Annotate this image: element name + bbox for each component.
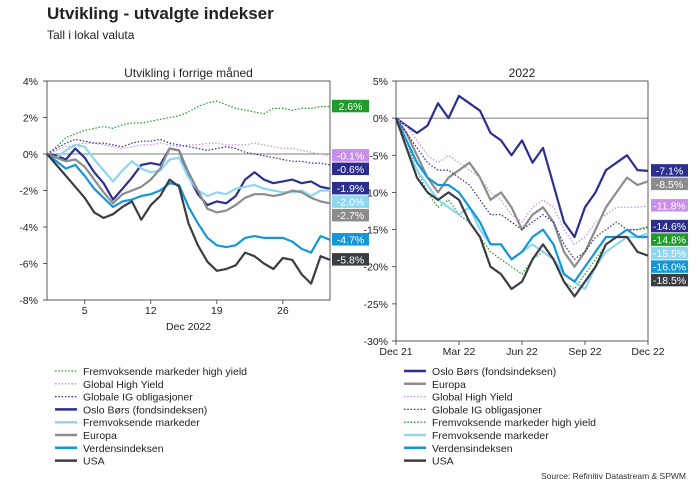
legend-entry-fremvoksende-markeder-high-yield: Fremvoksende markeder high yield bbox=[83, 366, 247, 378]
end-label-box bbox=[332, 253, 369, 266]
end-label-verdensindeksen: -4.7% bbox=[337, 234, 364, 246]
end-label-box bbox=[332, 162, 369, 176]
x-axis-label: Dec 2022 bbox=[166, 321, 211, 333]
y-tick-label: 2% bbox=[23, 113, 38, 125]
end-label-box bbox=[332, 149, 369, 162]
series-line-europa bbox=[46, 147, 331, 214]
legend-entry-oslo-bors-fondsindeksen: Oslo Børs (fondsindeksen) bbox=[83, 404, 207, 416]
page-title: Utvikling - utvalgte indekser bbox=[47, 4, 274, 23]
legend-entry-oslo-bors-fondsindeksen: Oslo Børs (fondsindeksen) bbox=[432, 366, 556, 378]
source-note: Source: Refinitiv Datastream & SPWM bbox=[540, 471, 686, 481]
x-tick-label: Sep 22 bbox=[568, 346, 601, 358]
x-tick-label: Dec 21 bbox=[379, 346, 412, 358]
y-tick-label: -25% bbox=[363, 299, 388, 311]
end-label-box bbox=[651, 233, 688, 246]
y-tick-label: -15% bbox=[363, 225, 388, 237]
series-line-fremvoksende-markeder-high-yield bbox=[395, 117, 649, 290]
legend-entry-global-high-yield: Global High Yield bbox=[432, 392, 513, 404]
end-label-fremvoksende-markeder: -15.5% bbox=[653, 248, 686, 260]
end-label-box bbox=[332, 195, 369, 208]
end-label-global-high-yield: -0.1% bbox=[337, 150, 364, 162]
end-label-global-high-yield: -11.8% bbox=[653, 200, 686, 212]
legend-entry-verdensindeksen: Verdensindeksen bbox=[83, 443, 164, 455]
y-tick-label: 0% bbox=[373, 113, 388, 125]
end-label-box bbox=[651, 273, 688, 287]
end-label-fremvoksende-markeder-high-yield: 2.6% bbox=[339, 101, 363, 113]
legend-entry-europa: Europa bbox=[83, 430, 117, 442]
series-line-fremvoksende-markeder bbox=[46, 143, 330, 198]
series-line-usa bbox=[394, 117, 649, 298]
series-line-usa bbox=[46, 153, 331, 285]
end-label-box bbox=[332, 181, 369, 195]
series-line-fremvoksende-markeder-high-yield bbox=[46, 100, 330, 155]
series-line-oslo-bors-fondsindeksen bbox=[395, 94, 649, 239]
series-line-globale-ig-obligasjoner bbox=[395, 117, 649, 260]
end-label-usa: -18.5% bbox=[653, 275, 686, 287]
page-subtitle: Tall i lokal valuta bbox=[47, 28, 135, 42]
x-tick-label: 5 bbox=[82, 305, 88, 317]
end-label-globale-ig-obligasjoner: -0.6% bbox=[337, 164, 364, 176]
end-label-box bbox=[651, 246, 688, 260]
end-label-usa: -5.8% bbox=[337, 254, 364, 266]
y-tick-label: 4% bbox=[23, 76, 38, 88]
y-tick-label: -2% bbox=[19, 186, 38, 198]
x-tick-label: Jun 22 bbox=[506, 346, 538, 358]
end-label-box bbox=[651, 164, 688, 177]
end-label-box bbox=[332, 208, 369, 222]
end-label-box bbox=[651, 219, 688, 233]
series-line-globale-ig-obligasjoner bbox=[46, 138, 331, 166]
legend-entry-global-high-yield: Global High Yield bbox=[83, 379, 164, 391]
legend-entry-verdensindeksen: Verdensindeksen bbox=[432, 443, 513, 455]
y-tick-label: -10% bbox=[363, 187, 388, 199]
legend-entry-globale-ig-obligasjoner: Globale IG obligasjoner bbox=[432, 404, 542, 416]
end-label-verdensindeksen: -16.0% bbox=[653, 262, 686, 274]
end-label-globale-ig-obligasjoner: -14.6% bbox=[653, 221, 686, 233]
chart-title: Utvikling i forrige måned bbox=[124, 66, 253, 80]
legend-entry-europa: Europa bbox=[432, 379, 466, 391]
legend-entry-fremvoksende-markeder-high-yield: Fremvoksende markeder high yield bbox=[432, 417, 596, 429]
chart-title: 2022 bbox=[509, 66, 536, 80]
x-tick-label: 26 bbox=[277, 305, 289, 317]
x-tick-label: Dec 22 bbox=[631, 346, 664, 358]
end-label-oslo-bors-fondsindeksen: -7.1% bbox=[656, 165, 683, 177]
x-tick-label: 19 bbox=[211, 305, 223, 317]
end-label-fremvoksende-markeder-high-yield: -14.8% bbox=[653, 235, 686, 247]
end-label-box bbox=[651, 260, 688, 273]
plot-frame bbox=[395, 80, 649, 342]
series-line-global-high-yield bbox=[395, 117, 649, 245]
end-label-box bbox=[332, 233, 369, 246]
end-label-oslo-bors-fondsindeksen: -1.9% bbox=[337, 183, 364, 195]
legend-entry-fremvoksende-markeder: Fremvoksende markeder bbox=[83, 417, 200, 429]
legend-entry-usa: USA bbox=[432, 456, 454, 468]
y-tick-label: 5% bbox=[373, 76, 388, 88]
y-tick-label: -5% bbox=[369, 150, 388, 162]
y-tick-label: 0% bbox=[23, 149, 38, 161]
y-tick-label: -30% bbox=[363, 336, 388, 348]
series-line-fremvoksende-markeder bbox=[394, 117, 649, 291]
legend-entry-usa: USA bbox=[83, 456, 105, 468]
end-label-europa: -8.5% bbox=[656, 179, 683, 191]
series-line-verdensindeksen bbox=[395, 117, 648, 283]
y-tick-label: -4% bbox=[19, 222, 38, 234]
x-tick-label: 12 bbox=[145, 305, 157, 317]
series-line-verdensindeksen bbox=[46, 153, 331, 254]
y-tick-label: -20% bbox=[363, 262, 388, 274]
y-tick-label: -6% bbox=[19, 259, 38, 271]
end-label-europa: -2.7% bbox=[337, 210, 364, 222]
y-tick-label: -8% bbox=[19, 295, 38, 307]
legend-entry-globale-ig-obligasjoner: Globale IG obligasjoner bbox=[83, 392, 193, 404]
end-label-box bbox=[651, 177, 688, 191]
end-label-box bbox=[332, 99, 369, 113]
legend-entry-fremvoksende-markeder: Fremvoksende markeder bbox=[432, 430, 549, 442]
end-label-fremvoksende-markeder: -2.0% bbox=[337, 197, 364, 209]
end-label-box bbox=[651, 199, 688, 212]
x-tick-label: Mar 22 bbox=[443, 346, 476, 358]
